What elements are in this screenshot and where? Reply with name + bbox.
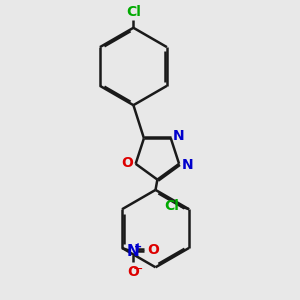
Text: −: − bbox=[132, 262, 143, 275]
Text: O: O bbox=[121, 156, 133, 170]
Text: O: O bbox=[127, 265, 139, 278]
Text: O: O bbox=[147, 243, 159, 257]
Text: N: N bbox=[182, 158, 194, 172]
Text: Cl: Cl bbox=[165, 199, 179, 213]
Text: +: + bbox=[134, 242, 142, 252]
Text: N: N bbox=[173, 129, 184, 143]
Text: Cl: Cl bbox=[126, 4, 141, 19]
Text: N: N bbox=[127, 244, 140, 259]
